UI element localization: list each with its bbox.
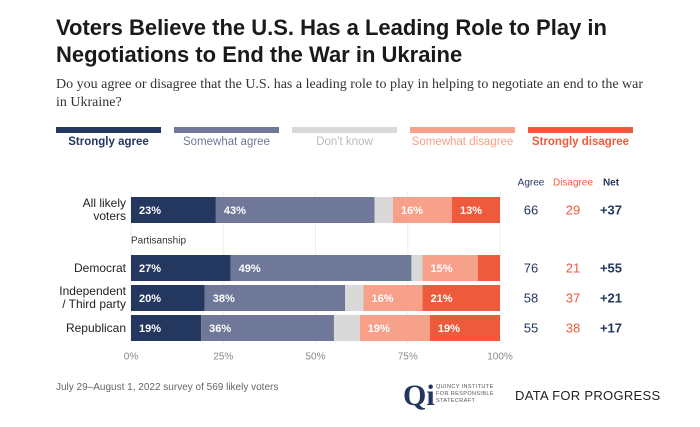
bar-segment [452, 197, 500, 223]
x-tick-label: 100% [487, 352, 513, 363]
bar-segment [392, 197, 453, 223]
bar-segment [131, 285, 205, 311]
legend-label: Strongly agree [68, 136, 149, 148]
value-label: 19% [368, 323, 390, 335]
column-value: 37 [566, 290, 580, 305]
column-header: Disagree [553, 178, 593, 189]
bar-segment [411, 255, 423, 281]
x-tick-label: 50% [305, 352, 325, 363]
column-value: +55 [600, 260, 622, 275]
legend-swatch [56, 127, 161, 133]
value-label: 13% [460, 205, 482, 217]
bar-segment [374, 197, 393, 223]
column-value: 76 [524, 260, 538, 275]
legend-label: Strongly disagree [531, 136, 630, 148]
bar-segment [359, 315, 430, 341]
value-label: 36% [209, 323, 231, 335]
legend-swatch [292, 127, 397, 133]
legend-swatch [410, 127, 515, 133]
subtitle: Do you agree or disagree that the U.S. h… [56, 77, 644, 110]
category-label: Independent / Third party [59, 284, 126, 311]
legend-label: Somewhat disagree [411, 136, 514, 148]
bar-segment [422, 285, 500, 311]
logo-mark: Qi [403, 379, 435, 412]
category-label: All likely voters [82, 196, 126, 223]
value-label: 21% [431, 293, 453, 305]
column-value: 66 [524, 202, 538, 217]
bar-segment [363, 285, 423, 311]
column-value: 58 [524, 290, 538, 305]
legend-swatch [174, 127, 279, 133]
value-label: 27% [139, 263, 161, 275]
bar-segment [131, 315, 202, 341]
value-label: 43% [224, 205, 246, 217]
column-value: 29 [566, 202, 580, 217]
column-value: 55 [524, 320, 538, 335]
value-label: 38% [213, 293, 235, 305]
x-tick-label: 75% [398, 352, 418, 363]
logo-text: QUINCY INSTITUTE FOR RESPONSIBLE STATECR… [436, 384, 494, 404]
value-label: 15% [431, 263, 453, 275]
category-label: Republican [65, 320, 126, 335]
value-label: 49% [239, 263, 261, 275]
value-label: 19% [139, 323, 161, 335]
footer-note: July 29–August 1, 2022 survey of 569 lik… [56, 382, 279, 393]
x-tick-label: 25% [213, 352, 233, 363]
title: Voters Believe the U.S. Has a Leading Ro… [56, 15, 607, 67]
legend-label: Don't know [316, 136, 373, 148]
column-value: +21 [600, 290, 622, 305]
legend-label: Somewhat agree [183, 136, 270, 148]
value-label: 23% [139, 205, 161, 217]
bar-segment [215, 197, 375, 223]
legend-swatch [528, 127, 633, 133]
bar-segment [131, 255, 231, 281]
value-label: 16% [401, 205, 423, 217]
bar-segment [131, 197, 216, 223]
value-label: 20% [139, 293, 161, 305]
column-value: +17 [600, 320, 622, 335]
bar-segment [333, 315, 360, 341]
bar-segment [230, 255, 412, 281]
category-label: Democrat [73, 260, 126, 275]
bar-segment [422, 255, 478, 281]
bar-segment [201, 315, 334, 341]
column-value: 38 [566, 320, 580, 335]
column-value: +37 [600, 202, 622, 217]
column-header: Agree [518, 178, 545, 189]
bar-segment [429, 315, 500, 341]
value-label: 19% [438, 323, 460, 335]
x-tick-label: 0% [124, 352, 139, 363]
value-label: 16% [371, 293, 393, 305]
brand: DATA FOR PROGRESS [515, 388, 661, 403]
bar-segment [204, 285, 346, 311]
column-value: 21 [566, 260, 580, 275]
bar-segment [477, 255, 500, 281]
group-label: Partisanship [131, 236, 186, 247]
column-header: Net [603, 178, 620, 189]
bar-segment [345, 285, 364, 311]
